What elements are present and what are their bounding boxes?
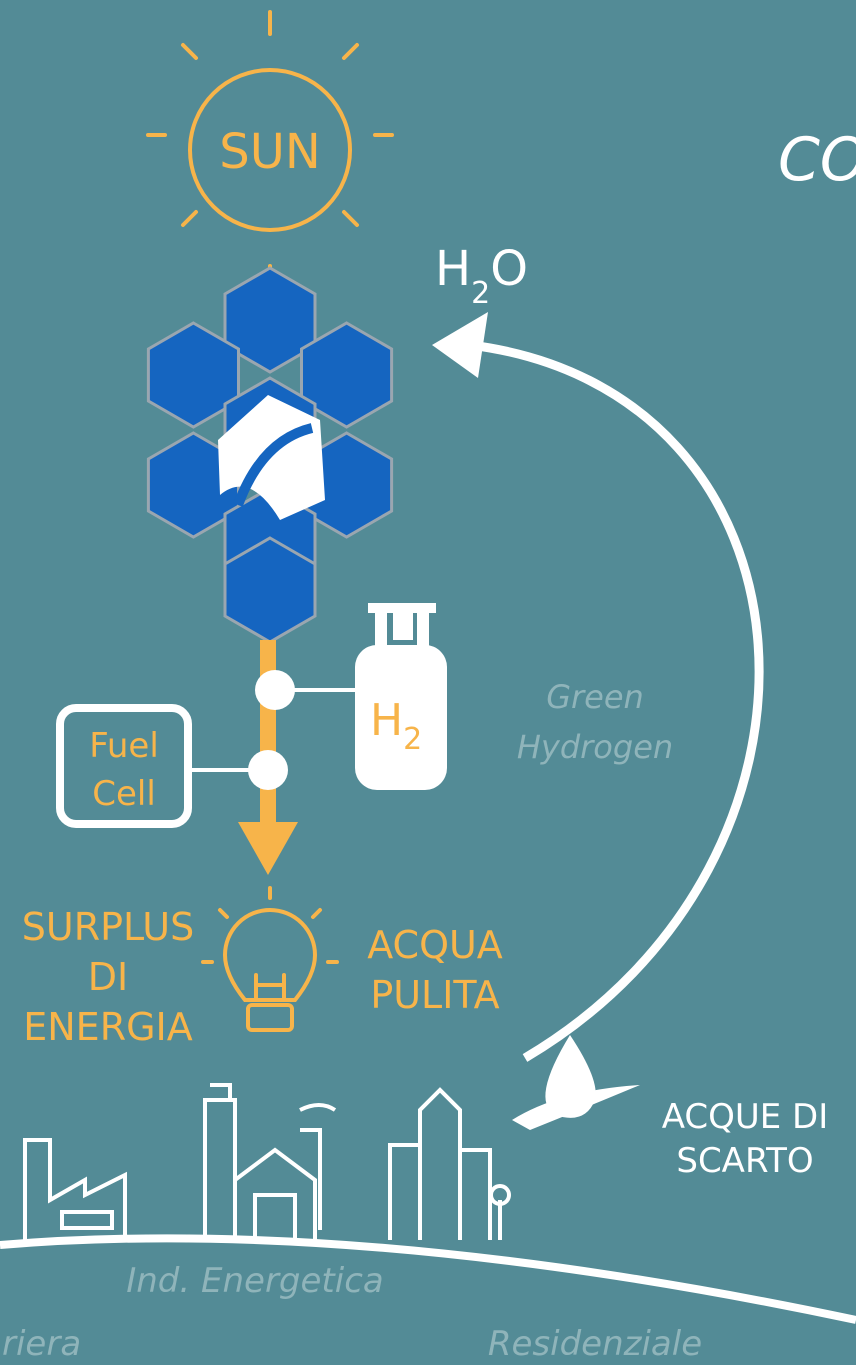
wave — [512, 1085, 640, 1130]
surplus-label: SURPLUS — [22, 905, 194, 949]
logo — [218, 395, 325, 520]
bulb — [201, 886, 339, 1032]
solar-hex — [223, 266, 317, 374]
formula-sub: 2 — [403, 722, 422, 757]
clean-water-label: ACQUA — [367, 923, 503, 967]
waste-water-label: SCARTO — [676, 1141, 813, 1181]
formula-part: H — [435, 241, 471, 297]
sector-label: Residenziale — [488, 1324, 702, 1364]
water-formula: H2O — [435, 241, 528, 311]
hydrogen-tank — [355, 603, 447, 790]
title: CO — [778, 125, 856, 195]
green-label: Green — [546, 678, 644, 716]
green-label: Hydrogen — [517, 728, 673, 766]
clean-water-label: PULITA — [370, 973, 499, 1017]
waste-water-label: ACQUE DI — [662, 1097, 829, 1137]
surplus-label: DI — [88, 955, 128, 999]
node — [255, 670, 295, 710]
solar-hex — [146, 321, 240, 429]
fuel-cell-label: Cell — [92, 774, 156, 814]
formula-sub: 2 — [471, 276, 490, 311]
sector-label: riera — [2, 1324, 81, 1364]
ground — [0, 1234, 856, 1324]
energy-arrow — [238, 822, 298, 875]
surplus-label: ENERGIA — [23, 1005, 193, 1049]
formula-part: O — [490, 241, 528, 297]
logo-stroke — [233, 423, 314, 507]
hydrogen-formula: H2 — [370, 695, 422, 757]
sector-label: Ind. Energetica — [126, 1261, 384, 1301]
fuel-cell-box — [56, 704, 192, 828]
arrow-head — [432, 312, 488, 378]
sun-label: SUN — [219, 124, 321, 180]
node — [248, 750, 288, 790]
solar-hex — [300, 321, 394, 429]
sun — [146, 10, 394, 290]
buildings — [23, 1083, 511, 1240]
cycle-arrow — [469, 340, 764, 1062]
formula-part: H — [370, 695, 403, 746]
energy-line — [260, 640, 276, 825]
fuel-cell-label: Fuel — [89, 726, 159, 766]
